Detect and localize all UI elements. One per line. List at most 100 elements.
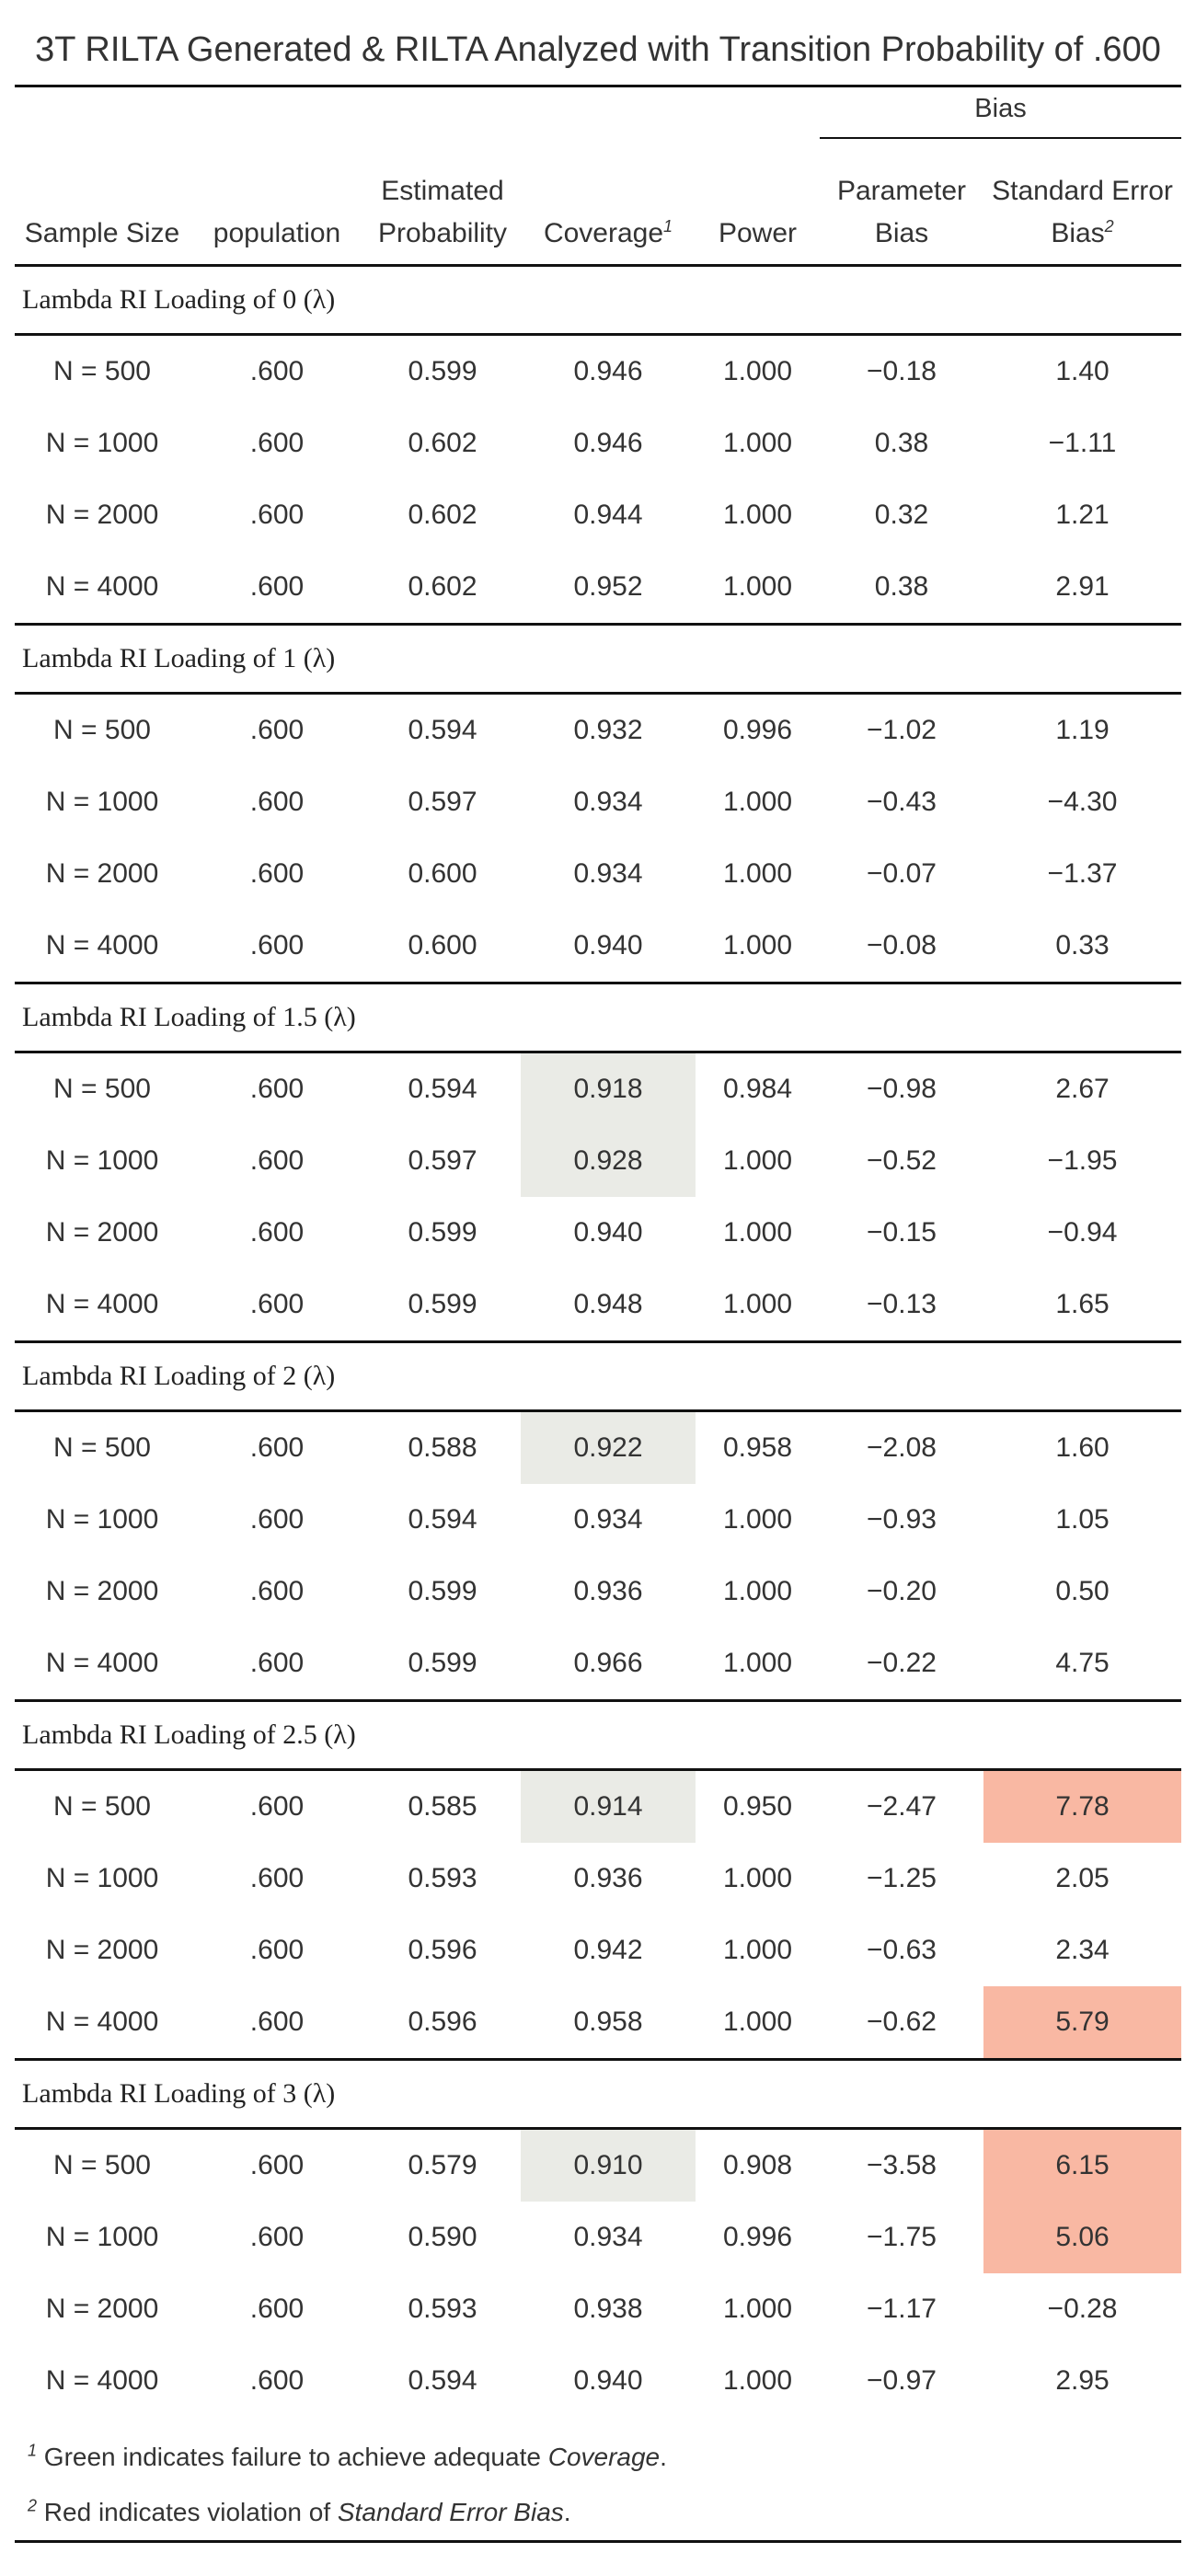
cell-parameter-bias: −1.17 bbox=[867, 2294, 937, 2324]
cell-coverage: 0.940 bbox=[573, 2365, 643, 2396]
cell-standard-error-bias: −4.30 bbox=[1047, 787, 1118, 817]
cell-estimated-probability: 0.585 bbox=[408, 1791, 477, 1822]
cell-population: .600 bbox=[249, 500, 305, 530]
bottom-rule bbox=[15, 2540, 1181, 2543]
table-row: N = 4000 .600 0.602 0.952 1.000 0.38 2.91 bbox=[15, 551, 1181, 625]
group-header-row: Lambda RI Loading of 2 (λ) bbox=[15, 1340, 1182, 1412]
cell-standard-error-bias: 1.05 bbox=[1055, 1504, 1110, 1535]
group-header-row: Lambda RI Loading of 1.5 (λ) bbox=[15, 982, 1182, 1053]
footnote-mark: 2 bbox=[28, 2496, 38, 2515]
cell-coverage: 0.936 bbox=[573, 1863, 643, 1893]
column-header-label: Power bbox=[718, 218, 798, 248]
cell-coverage: 0.942 bbox=[573, 1935, 643, 1965]
group-label: Lambda RI Loading of 0 (λ) bbox=[15, 264, 1182, 336]
cell-sample-size: N = 4000 bbox=[45, 2365, 159, 2396]
cell-estimated-probability: 0.596 bbox=[408, 1935, 477, 1965]
header-spacer bbox=[15, 86, 820, 145]
cell-estimated-probability: 0.579 bbox=[408, 2150, 477, 2180]
cell-population: .600 bbox=[249, 715, 305, 745]
group-label: Lambda RI Loading of 1.5 (λ) bbox=[15, 982, 1182, 1053]
cell-parameter-bias: −0.22 bbox=[867, 1648, 937, 1678]
cell-population: .600 bbox=[249, 2294, 305, 2324]
cell-standard-error-bias: 1.65 bbox=[1055, 1289, 1110, 1319]
column-header-estimated-probability: Estimated Probability bbox=[364, 144, 521, 266]
cell-sample-size: N = 4000 bbox=[45, 1289, 159, 1319]
cell-parameter-bias: −1.75 bbox=[867, 2222, 937, 2252]
column-header-sample-size: Sample Size bbox=[15, 144, 190, 266]
cell-estimated-probability: 0.599 bbox=[408, 1217, 477, 1248]
column-header-population: population bbox=[190, 144, 364, 266]
cell-power: 1.000 bbox=[722, 1145, 793, 1176]
cell-population: .600 bbox=[249, 1432, 305, 1463]
cell-parameter-bias: 0.32 bbox=[874, 500, 929, 530]
table-row: N = 4000 .600 0.596 0.958 1.000 −0.62 5.79 bbox=[15, 1986, 1182, 2060]
cell-coverage: 0.934 bbox=[573, 858, 643, 889]
cell-sample-size: N = 500 bbox=[53, 1432, 151, 1463]
cell-coverage: 0.936 bbox=[573, 1576, 643, 1606]
cell-standard-error-bias: 5.06 bbox=[983, 2202, 1182, 2273]
cell-power: 0.950 bbox=[722, 1791, 793, 1822]
table-row: N = 500 .600 0.585 0.914 0.950 −2.47 7.78 bbox=[15, 1769, 1182, 1843]
cell-power: 1.000 bbox=[722, 787, 793, 817]
table-row: N = 500 .600 0.599 0.946 1.000 −0.18 1.40 bbox=[15, 335, 1181, 408]
cell-coverage: 0.952 bbox=[573, 571, 643, 602]
cell-standard-error-bias: −1.11 bbox=[1048, 428, 1117, 458]
group-header-row: Lambda RI Loading of 1 (λ) bbox=[15, 623, 1182, 695]
cell-coverage: 0.958 bbox=[573, 2007, 643, 2037]
cell-coverage: 0.914 bbox=[521, 1769, 696, 1843]
column-header-coverage: Coverage1 bbox=[521, 144, 696, 266]
table-row: N = 1000 .600 0.590 0.934 0.996 −1.75 5.06 bbox=[15, 2202, 1182, 2273]
cell-sample-size: N = 1000 bbox=[45, 1863, 159, 1893]
cell-parameter-bias: −0.13 bbox=[867, 1289, 937, 1319]
group-header-row: Lambda RI Loading of 2.5 (λ) bbox=[15, 1699, 1182, 1771]
cell-parameter-bias: −0.08 bbox=[867, 930, 937, 960]
cell-population: .600 bbox=[249, 1648, 305, 1678]
cell-population: .600 bbox=[249, 2222, 305, 2252]
cell-standard-error-bias: 2.91 bbox=[1055, 571, 1110, 602]
cell-standard-error-bias: 2.95 bbox=[1055, 2365, 1110, 2396]
group-label: Lambda RI Loading of 1 (λ) bbox=[15, 623, 1182, 695]
cell-standard-error-bias: 0.33 bbox=[1055, 930, 1110, 960]
cell-coverage: 0.940 bbox=[573, 1217, 643, 1248]
cell-estimated-probability: 0.602 bbox=[408, 428, 477, 458]
cell-power: 1.000 bbox=[722, 500, 793, 530]
cell-population: .600 bbox=[249, 858, 305, 889]
cell-coverage: 0.966 bbox=[573, 1648, 643, 1678]
cell-population: .600 bbox=[249, 1791, 305, 1822]
cell-sample-size: N = 4000 bbox=[45, 1648, 159, 1678]
cell-power: 1.000 bbox=[722, 1289, 793, 1319]
cell-standard-error-bias: 2.34 bbox=[1055, 1935, 1110, 1965]
footnote-text: Red indicates violation of bbox=[43, 2498, 338, 2526]
footnote-emphasis: Coverage bbox=[547, 2443, 661, 2471]
column-header-label: Parameter Bias bbox=[836, 176, 967, 248]
cell-power: 1.000 bbox=[722, 1504, 793, 1535]
table-row: N = 4000 .600 0.600 0.940 1.000 −0.08 0.33 bbox=[15, 910, 1181, 983]
footnote-mark: 1 bbox=[663, 217, 673, 236]
cell-coverage: 0.948 bbox=[573, 1289, 643, 1319]
cell-standard-error-bias: −1.37 bbox=[1047, 858, 1118, 889]
cell-power: 1.000 bbox=[722, 356, 793, 386]
table-row: N = 2000 .600 0.596 0.942 1.000 −0.63 2.34 bbox=[15, 1915, 1181, 1986]
cell-standard-error-bias: 1.60 bbox=[1055, 1432, 1110, 1463]
cell-power: 1.000 bbox=[722, 930, 793, 960]
table-row: N = 1000 .600 0.602 0.946 1.000 0.38 −1.11 bbox=[15, 408, 1181, 479]
table-body: Lambda RI Loading of 0 (λ) N = 500 .600 0.5… bbox=[15, 264, 1182, 2418]
cell-sample-size: N = 1000 bbox=[45, 2222, 159, 2252]
footnote-emphasis: Standard Error Bias bbox=[337, 2498, 564, 2526]
cell-power: 0.996 bbox=[722, 715, 793, 745]
table-row: N = 1000 .600 0.597 0.934 1.000 −0.43 −4.30 bbox=[15, 766, 1181, 838]
cell-parameter-bias: −0.43 bbox=[867, 787, 937, 817]
cell-sample-size: N = 2000 bbox=[45, 858, 159, 889]
cell-sample-size: N = 500 bbox=[53, 356, 151, 386]
cell-standard-error-bias: 2.05 bbox=[1055, 1863, 1110, 1893]
cell-sample-size: N = 2000 bbox=[45, 2294, 159, 2324]
column-header-label: Standard Error Bias bbox=[992, 176, 1173, 248]
cell-estimated-probability: 0.599 bbox=[408, 1289, 477, 1319]
cell-estimated-probability: 0.597 bbox=[408, 787, 477, 817]
cell-coverage: 0.946 bbox=[573, 428, 643, 458]
cell-standard-error-bias: 1.21 bbox=[1055, 500, 1110, 530]
cell-estimated-probability: 0.588 bbox=[408, 1432, 477, 1463]
footnote-mark: 2 bbox=[1104, 217, 1114, 236]
cell-power: 1.000 bbox=[722, 1217, 793, 1248]
cell-parameter-bias: −0.20 bbox=[867, 1576, 937, 1606]
